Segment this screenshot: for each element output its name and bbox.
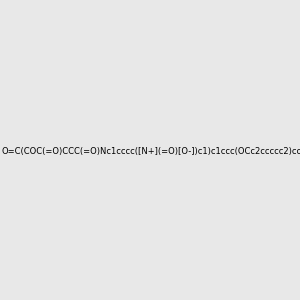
Text: O=C(COC(=O)CCC(=O)Nc1cccc([N+](=O)[O-])c1)c1ccc(OCc2ccccc2)cc1: O=C(COC(=O)CCC(=O)Nc1cccc([N+](=O)[O-])c… <box>1 147 300 156</box>
